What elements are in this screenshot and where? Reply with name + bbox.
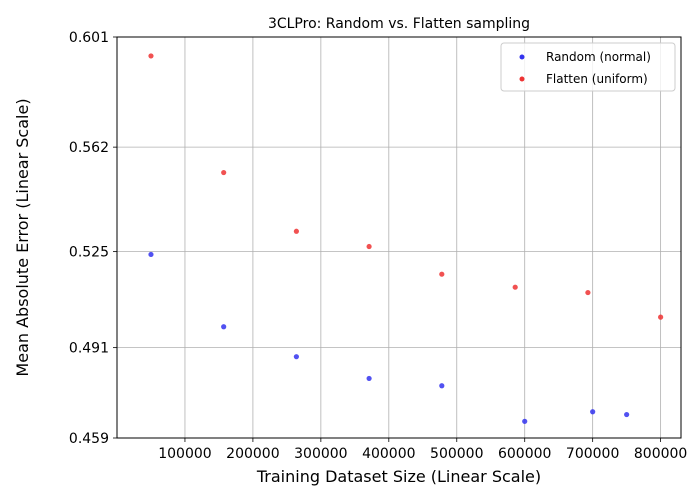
x-axis: 100000 200000 300000 400000 500000 600000 7000… bbox=[158, 438, 687, 462]
random-point bbox=[366, 375, 372, 382]
random-point bbox=[590, 409, 596, 415]
x-tick-label: 600000 bbox=[498, 446, 551, 462]
chart-title: 3CLPro: Random vs. Flatten sampling bbox=[268, 16, 530, 32]
plot-area bbox=[116, 36, 682, 439]
grid bbox=[117, 36, 681, 439]
legend-box bbox=[500, 42, 676, 92]
y-axis-title: Mean Absolute Error (Linear Scale) bbox=[13, 98, 32, 376]
flatten-point bbox=[148, 53, 154, 59]
flatten-point bbox=[293, 228, 299, 234]
y-tick-label: 0.459 bbox=[69, 431, 109, 447]
flatten-point bbox=[221, 169, 227, 176]
y-tick-label: 0.491 bbox=[69, 341, 109, 357]
random-point bbox=[522, 418, 528, 424]
y-axis: 0.459 0.491 0.525 0.562 0.601 bbox=[69, 30, 117, 447]
x-axis-title: Training Dataset Size (Linear Scale) bbox=[256, 467, 541, 486]
flatten-point bbox=[658, 314, 664, 320]
flatten-point bbox=[585, 289, 591, 296]
x-tick-label: 500000 bbox=[430, 446, 483, 462]
data-points bbox=[148, 53, 664, 424]
random-point bbox=[439, 383, 445, 389]
random-point bbox=[293, 354, 299, 360]
legend-marker-random bbox=[519, 54, 525, 60]
y-tick-label: 0.525 bbox=[69, 245, 109, 261]
flatten-point bbox=[512, 284, 518, 290]
random-point bbox=[221, 324, 227, 330]
legend-marker-flatten bbox=[519, 76, 525, 82]
x-tick-label: 800000 bbox=[634, 446, 687, 462]
flatten-point bbox=[439, 271, 445, 277]
random-point bbox=[148, 251, 154, 258]
y-tick-label: 0.601 bbox=[69, 30, 109, 46]
x-tick-label: 700000 bbox=[566, 446, 619, 462]
legend-label-random: Random (normal) bbox=[546, 50, 651, 64]
x-tick-label: 400000 bbox=[362, 446, 415, 462]
legend-label-flatten: Flatten (uniform) bbox=[546, 72, 648, 86]
y-tick-label: 0.562 bbox=[69, 140, 109, 156]
random-point bbox=[624, 411, 630, 418]
x-tick-label: 300000 bbox=[294, 446, 347, 462]
flatten-point bbox=[366, 243, 372, 250]
x-tick-label: 200000 bbox=[226, 446, 279, 462]
x-tick-label: 100000 bbox=[158, 446, 211, 462]
legend: Random (normal) Flatten (uniform) bbox=[500, 42, 676, 92]
